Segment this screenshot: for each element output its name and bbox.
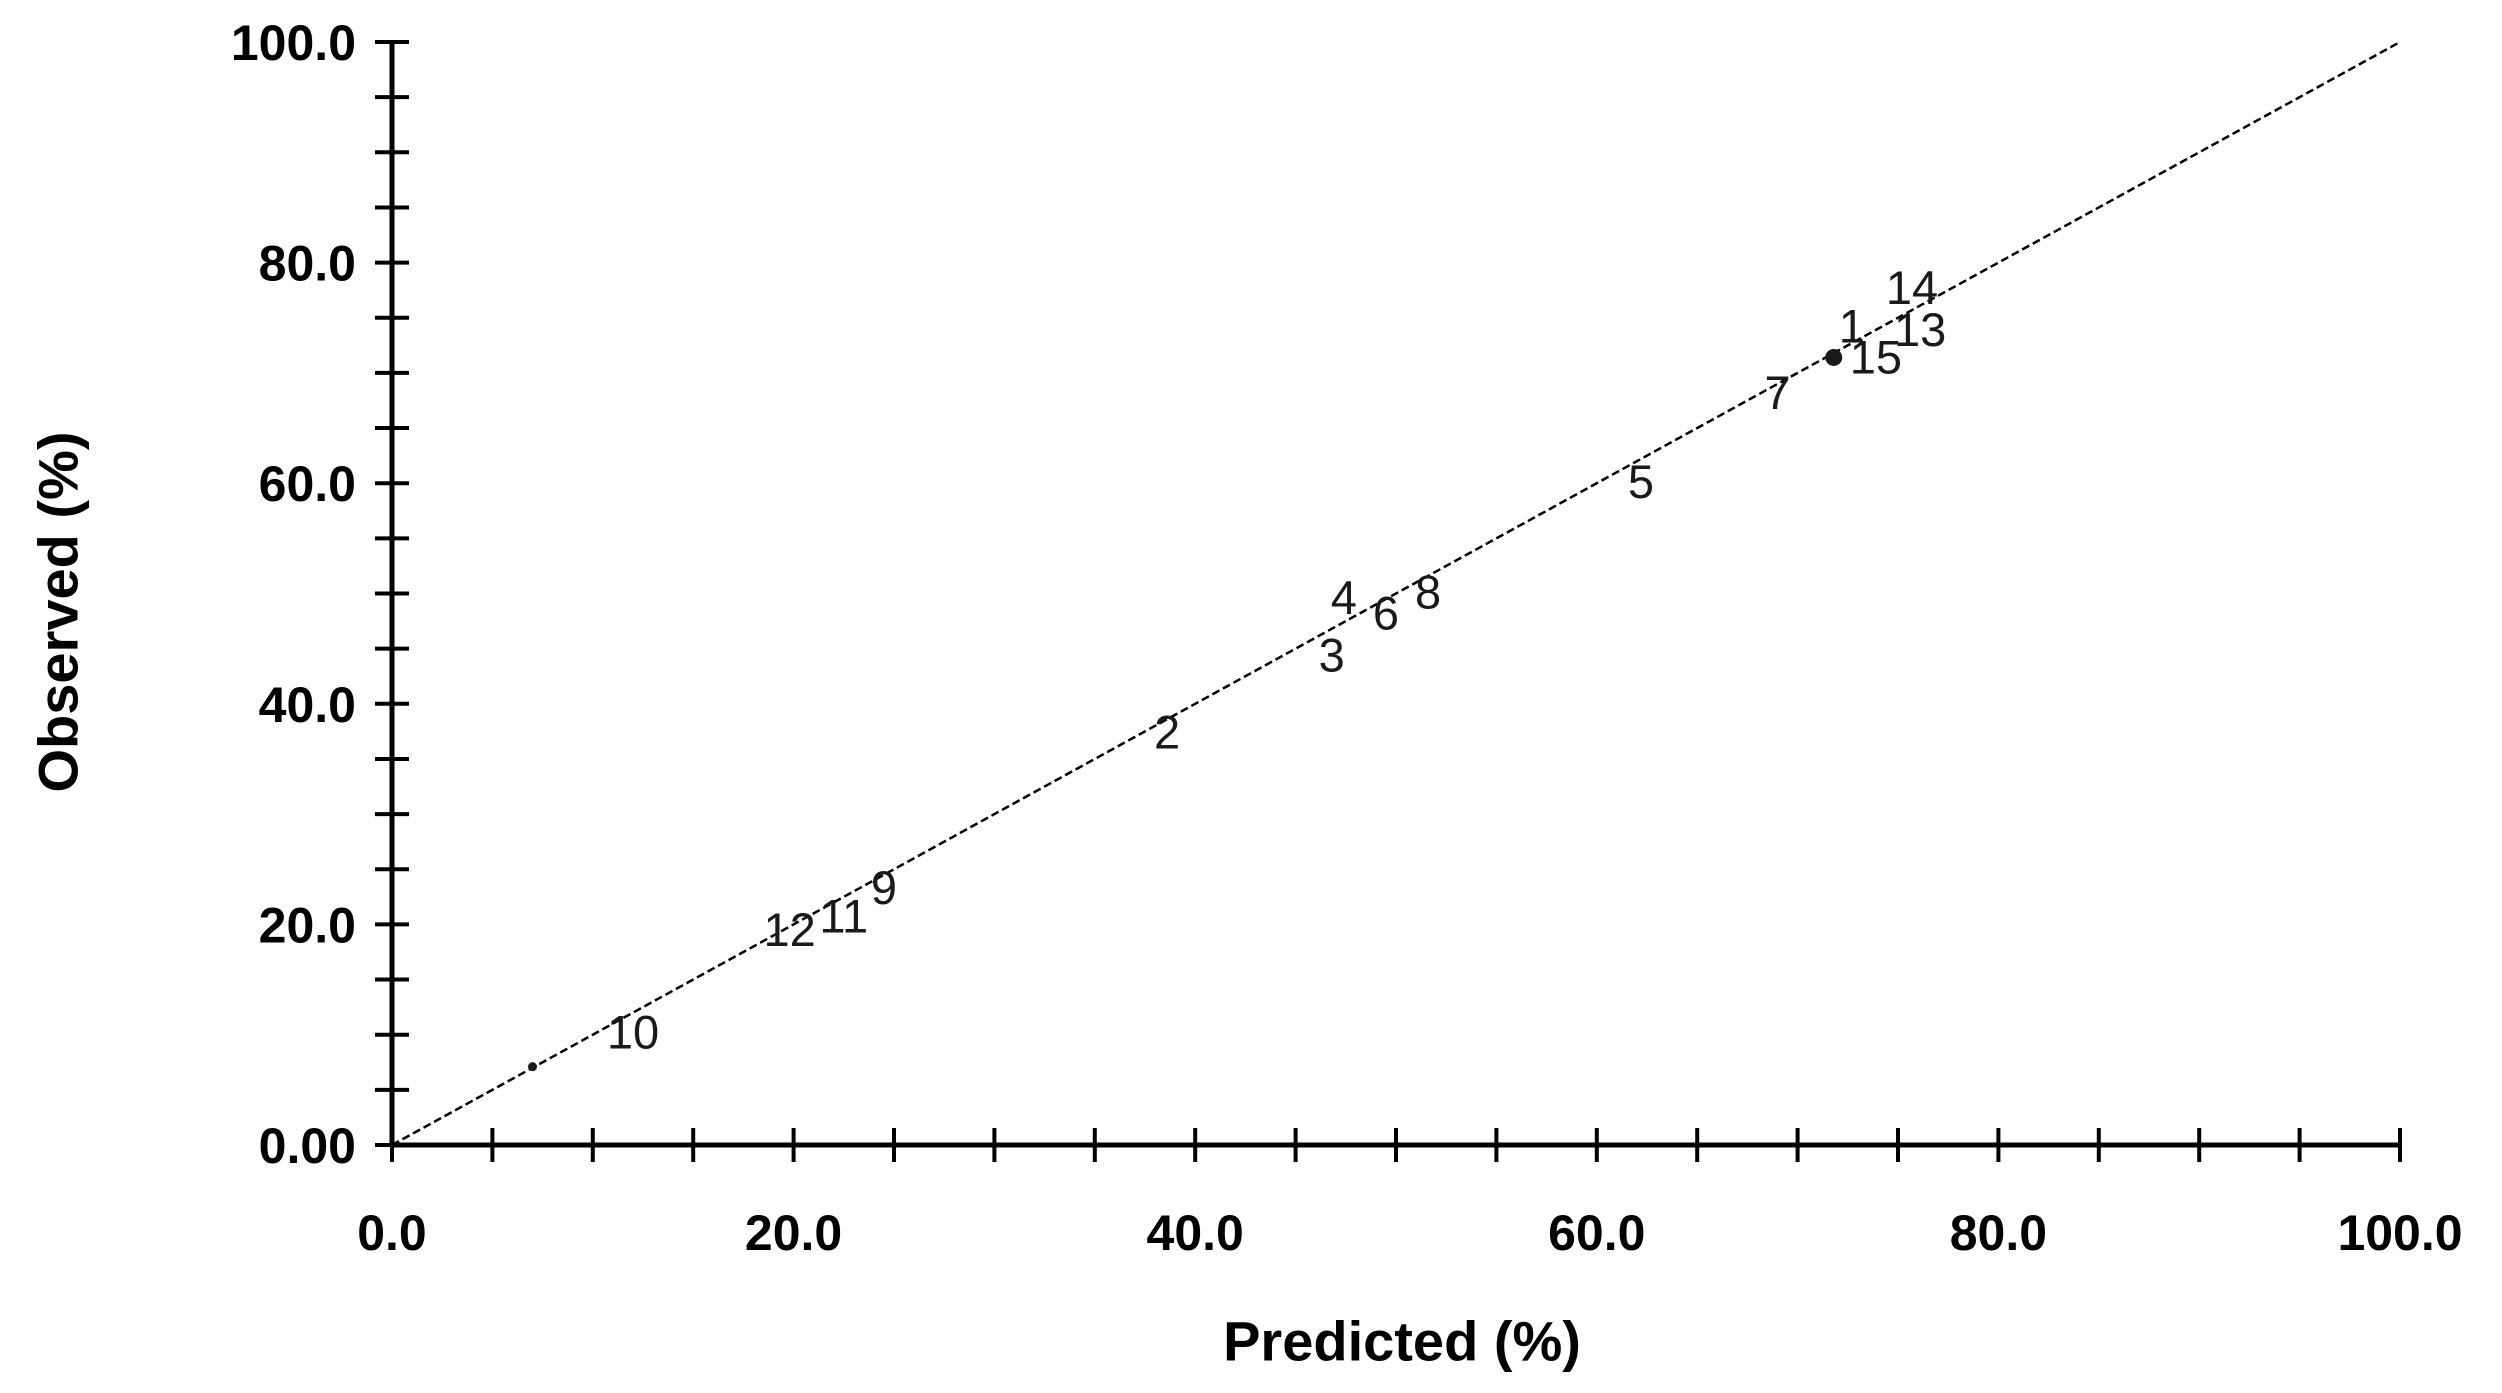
point-label-14: 14 [1886, 261, 1938, 314]
y-axis-title: Observed (%) [26, 431, 90, 793]
point-label-1: 1 [1839, 300, 1865, 353]
point-label-4: 4 [1331, 571, 1357, 624]
point-label-6: 6 [1373, 586, 1399, 639]
point-label-3: 3 [1319, 628, 1345, 681]
point-label-9: 9 [871, 861, 897, 914]
x-tick-label: 80.0 [1950, 1205, 2047, 1261]
y-tick-label: 100.0 [231, 15, 356, 71]
marker-dot [528, 1062, 538, 1072]
marker-dot [1825, 348, 1843, 366]
x-tick-label: 20.0 [745, 1205, 842, 1261]
x-tick-label: 100.0 [2337, 1205, 2462, 1261]
point-label-5: 5 [1628, 455, 1654, 508]
y-tick-label: 40.0 [259, 677, 356, 733]
y-tick-label: 60.0 [259, 456, 356, 512]
x-tick-label: 40.0 [1147, 1205, 1244, 1261]
point-label-15: 15 [1850, 330, 1902, 383]
point-label-8: 8 [1415, 565, 1441, 618]
point-label-2: 2 [1154, 705, 1180, 758]
x-axis-title: Predicted (%) [1223, 1309, 1581, 1373]
y-tick-label: 0.00 [259, 1118, 356, 1174]
point-label-11: 11 [819, 890, 868, 943]
x-tick-label: 60.0 [1548, 1205, 1645, 1261]
y-tick-label: 80.0 [259, 236, 356, 292]
x-tick-label: 0.0 [357, 1205, 427, 1261]
identity-line [391, 40, 2401, 1147]
point-label-13: 13 [1894, 303, 1946, 356]
y-tick-label: 20.0 [259, 897, 356, 953]
point-label-10: 10 [607, 1005, 659, 1058]
point-label-7: 7 [1764, 366, 1790, 419]
point-label-12: 12 [763, 903, 815, 956]
